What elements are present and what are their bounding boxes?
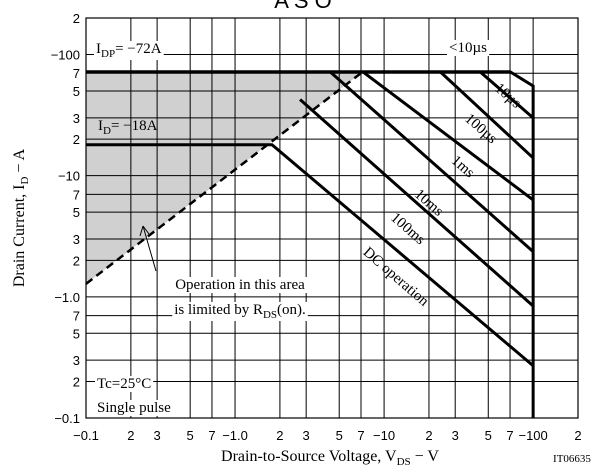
cond-temp: Tc=25°C (97, 376, 151, 392)
y-tick-label: 2 (73, 132, 80, 147)
arrow-shaft (142, 225, 157, 272)
y-tick-label: 3 (73, 232, 80, 247)
label-background (95, 400, 174, 416)
series-label: 100µs (461, 111, 500, 147)
x-axis-title-main: Drain-to-Source Voltage, V (221, 448, 397, 465)
x-tick-label: 2 (127, 428, 134, 443)
y-tick-label: 5 (73, 326, 80, 341)
label-background (447, 40, 490, 56)
soa-line (361, 70, 535, 202)
x-axis-title: Drain-to-Source Voltage, VDS − V (221, 448, 439, 468)
cond-pulse: Single pulse (97, 400, 171, 416)
x-tick-label: −0.1 (73, 428, 99, 443)
soa-line (439, 70, 535, 160)
y-axis-title-sub: D (19, 177, 31, 185)
x-tick-label: 7 (357, 428, 364, 443)
label-background (173, 277, 308, 293)
plot-frame (85, 17, 579, 419)
x-tick-label: 3 (153, 428, 160, 443)
series-label: <10µs (449, 40, 487, 56)
figure-code: IT06635 (553, 453, 591, 465)
area-note-1: Operation in this area (175, 277, 305, 293)
annotations: IDP= −72A ID= −18A Operation in this are… (94, 41, 308, 416)
x-tick-label: 2 (425, 428, 432, 443)
x-tick-label: 3 (303, 428, 310, 443)
y-axis-title: Drain Current, ID − A (11, 148, 31, 287)
id-value: = −18A (111, 118, 158, 134)
y-tick-label: 7 (73, 187, 80, 202)
x-axis-title-sub: DS (397, 456, 411, 468)
idp-sub: DP (101, 48, 115, 60)
x-tick-label: 5 (336, 428, 343, 443)
y-tick-label: −100 (51, 47, 80, 62)
x-tick-label: 5 (187, 428, 194, 443)
y-tick-label: −10 (58, 169, 80, 184)
x-tick-label: 7 (506, 428, 513, 443)
y-tick-label: 7 (73, 309, 80, 324)
chart-title: A S O (274, 0, 331, 13)
series-label: 1ms (448, 153, 477, 182)
series-label: 100ms (387, 210, 428, 248)
lines-layer (85, 70, 535, 418)
id-sub: D (103, 125, 111, 137)
y-tick-label: 2 (73, 253, 80, 268)
id-label: ID= −18A (98, 118, 158, 137)
area-note-main: is limited by R (174, 302, 263, 318)
y-tick-label: 5 (73, 205, 80, 220)
idp-value: = −72A (115, 41, 162, 57)
soa-line (329, 70, 535, 253)
x-tick-label: 2 (574, 428, 581, 443)
x-tick-label: −10 (373, 428, 395, 443)
x-tick-label: −1.0 (222, 428, 248, 443)
x-tick-label: 7 (208, 428, 215, 443)
soa-line (479, 70, 535, 119)
x-tick-label: 2 (276, 428, 283, 443)
label-background (94, 41, 164, 60)
idp-label: IDP= −72A (96, 41, 162, 60)
x-axis-title-unit: − V (411, 448, 440, 465)
grid-layer: −0.1 2 3 5 7 −1.0 2 3 5 7 −10 2 3 5 7 −100 2−0.12357−1.0… (51, 11, 582, 443)
x-tick-label: −100 (518, 428, 547, 443)
y-tick-label: 3 (73, 353, 80, 368)
y-axis-title-main: Drain Current, I (11, 185, 28, 288)
area-note-2: is limited by RDS(on). (174, 302, 306, 321)
y-tick-label: −0.1 (54, 411, 80, 426)
x-tick-label: 3 (452, 428, 459, 443)
rds-limit-line (85, 70, 364, 285)
y-tick-label: −1.0 (54, 290, 80, 305)
id-main: I (98, 118, 103, 134)
y-tick-label: 5 (73, 84, 80, 99)
y-tick-label: 2 (73, 375, 80, 390)
label-background (95, 376, 154, 392)
soa-line (86, 143, 535, 367)
series-label: DC operation (360, 244, 432, 310)
idp-main: I (96, 41, 101, 57)
y-axis-title-unit: − A (11, 148, 28, 176)
area-note-end: (on). (277, 302, 306, 318)
x-tick-label: 5 (485, 428, 492, 443)
y-tick-label: 2 (73, 11, 80, 26)
y-tick-label: 3 (73, 111, 80, 126)
y-tick-label: 7 (73, 66, 80, 81)
arrow-head (139, 225, 150, 237)
soa-line (299, 98, 535, 308)
soa-line (86, 70, 535, 418)
label-background (172, 302, 308, 321)
area-note-sub: DS (263, 309, 277, 321)
